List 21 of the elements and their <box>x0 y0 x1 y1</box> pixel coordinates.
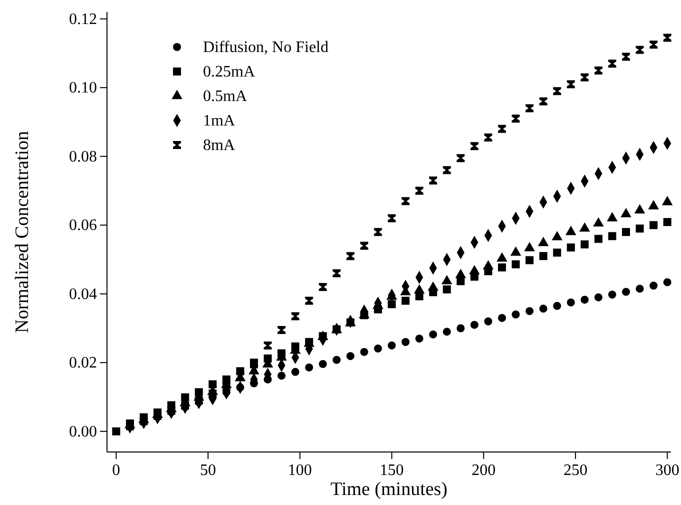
x-axis-title: Time (minutes) <box>330 479 448 500</box>
y-tick-label: 0.12 <box>69 10 97 28</box>
x-tick-label: 0 <box>112 462 120 479</box>
x-tick-label: 50 <box>200 462 216 479</box>
y-tick-label: 0.06 <box>69 217 97 234</box>
y-axis-title: Normalized Concentration <box>12 130 33 334</box>
legend-label: 8mA <box>203 137 236 154</box>
legend-label: 0.5mA <box>203 88 248 105</box>
legend-label: Diffusion, No Field <box>203 39 328 56</box>
x-tick-label: 150 <box>380 462 404 479</box>
x-tick-label: 100 <box>288 462 312 479</box>
y-tick-label: 0.00 <box>69 423 97 440</box>
y-tick-label: 0.04 <box>69 286 97 303</box>
y-tick-label: 0.02 <box>69 354 97 372</box>
x-tick-label: 200 <box>472 462 496 479</box>
legend-label: 1mA <box>203 112 236 130</box>
legend-label: 0.25mA <box>203 64 256 80</box>
x-tick-label: 250 <box>563 462 588 479</box>
y-tick-label: 0.10 <box>69 80 97 97</box>
x-tick-label: 300 <box>655 462 680 479</box>
y-tick-label: 0.08 <box>69 148 97 166</box>
